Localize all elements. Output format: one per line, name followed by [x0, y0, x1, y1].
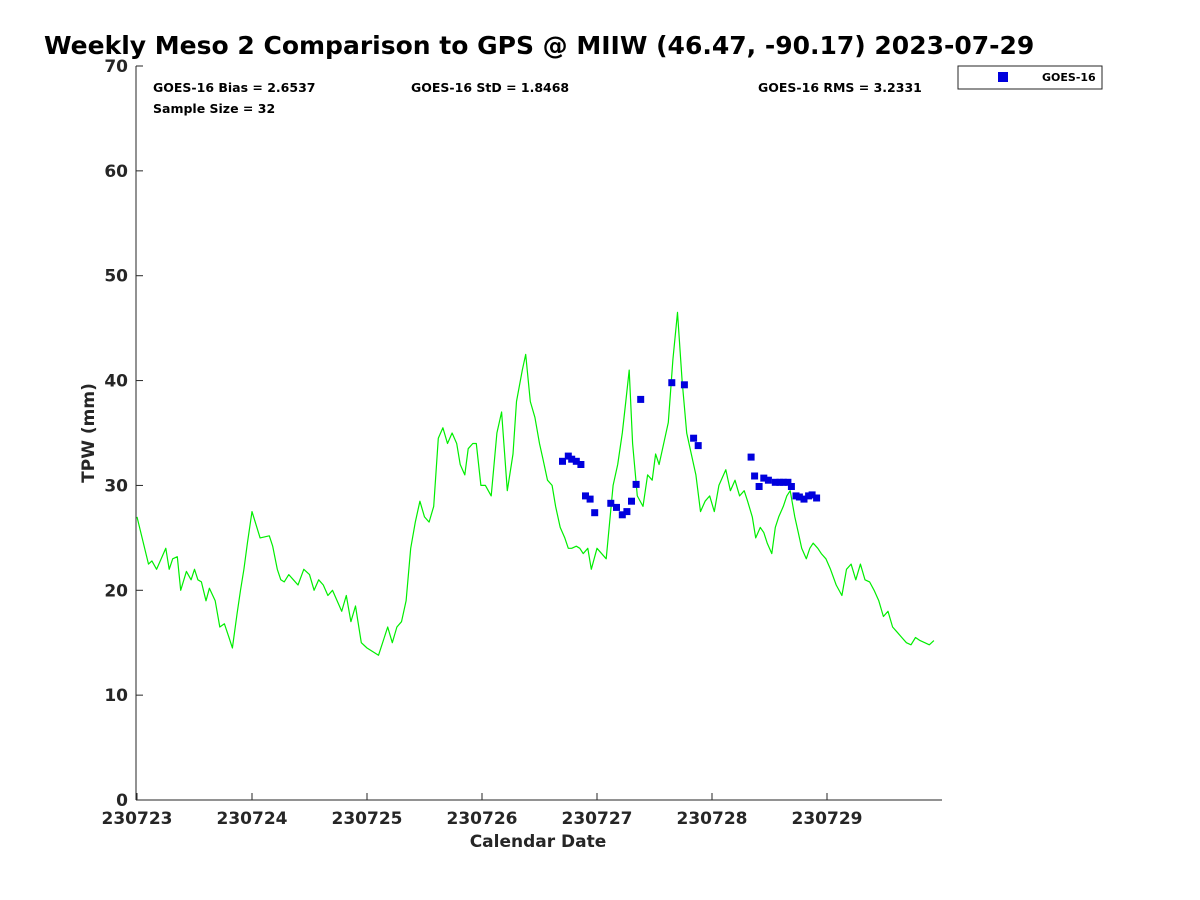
- x-ticks: 230723 230724 230725 230726 230727 230728 2307…: [102, 793, 863, 829]
- goes16-point: [582, 492, 589, 500]
- goes16-point: [771, 478, 779, 486]
- x-tick-label: 230725: [332, 809, 403, 829]
- goes16-point: [787, 483, 795, 490]
- legend-label-goes16: GOES-16: [1042, 71, 1096, 84]
- x-tick-label: 230724: [217, 809, 288, 829]
- y-ticks: 0 10 20 30 40 50 60 70: [104, 57, 143, 811]
- goes16-point: [637, 395, 645, 403]
- goes16-point: [800, 495, 808, 503]
- goes16-point: [591, 509, 599, 517]
- goes16-point: [559, 457, 566, 465]
- plot-area: [135, 66, 942, 801]
- x-axis-label: Calendar Date: [470, 832, 607, 852]
- y-tick-label: 40: [104, 372, 128, 392]
- y-tick-label: 30: [104, 476, 128, 496]
- stat-std: GOES-16 StD = 1.8468: [411, 80, 569, 95]
- stat-bias: GOES-16 Bias = 2.6537: [153, 80, 315, 95]
- legend: GOES-16: [957, 65, 1103, 90]
- goes16-point: [808, 491, 816, 499]
- goes16-point: [623, 508, 631, 516]
- goes16-point: [784, 478, 792, 486]
- goes16-point: [613, 503, 620, 511]
- y-axis-label: TPW (mm): [79, 383, 99, 483]
- gps-tpw-line: [136, 311, 935, 656]
- goes16-point: [607, 499, 615, 507]
- goes16-point: [795, 493, 803, 501]
- goes16-point: [751, 472, 759, 480]
- goes16-point: [572, 457, 580, 465]
- y-tick-label: 70: [104, 57, 128, 77]
- goes16-point: [586, 495, 594, 503]
- chart-title: Weekly Meso 2 Comparison to GPS @ MIIW (…: [44, 31, 1034, 60]
- y-tick-label: 60: [104, 162, 128, 182]
- x-tick-label: 230726: [447, 809, 518, 829]
- y-tick-label: 10: [104, 686, 128, 706]
- goes16-point: [760, 474, 768, 482]
- x-tick-label: 230728: [677, 809, 748, 829]
- goes16-point: [779, 478, 787, 486]
- stats-block: GOES-16 Bias = 2.6537 GOES-16 StD = 1.84…: [153, 80, 922, 116]
- goes16-point: [568, 455, 576, 463]
- y-tick-label: 20: [104, 581, 128, 601]
- legend-box: [957, 65, 1103, 90]
- goes16-point: [690, 434, 698, 442]
- goes16-point: [813, 494, 821, 502]
- goes16-point: [577, 461, 585, 468]
- goes16-point: [747, 453, 755, 461]
- goes16-point: [680, 381, 688, 389]
- x-tick-label: 230723: [102, 809, 173, 829]
- goes16-point: [755, 483, 763, 490]
- x-tick-label: 230729: [792, 809, 863, 829]
- y-tick-label: 50: [104, 267, 128, 287]
- goes16-point: [694, 442, 702, 450]
- goes16-point: [668, 379, 676, 387]
- y-tick-label: 0: [116, 791, 128, 811]
- goes16-point: [632, 480, 640, 488]
- goes16-point: [618, 511, 626, 519]
- goes16-point: [764, 476, 772, 484]
- stat-rms: GOES-16 RMS = 3.2331: [758, 80, 922, 95]
- series-layer: [136, 311, 935, 656]
- stat-sample-size: Sample Size = 32: [153, 101, 275, 116]
- x-tick-label: 230727: [562, 809, 633, 829]
- goes16-point: [628, 497, 635, 505]
- legend-marker-goes16: [998, 72, 1008, 82]
